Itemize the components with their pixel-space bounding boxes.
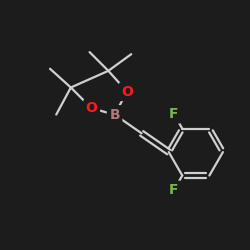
Text: O: O [86, 101, 98, 115]
Text: O: O [121, 85, 133, 99]
Text: B: B [109, 108, 120, 122]
Text: F: F [169, 107, 179, 121]
Text: F: F [169, 183, 179, 197]
